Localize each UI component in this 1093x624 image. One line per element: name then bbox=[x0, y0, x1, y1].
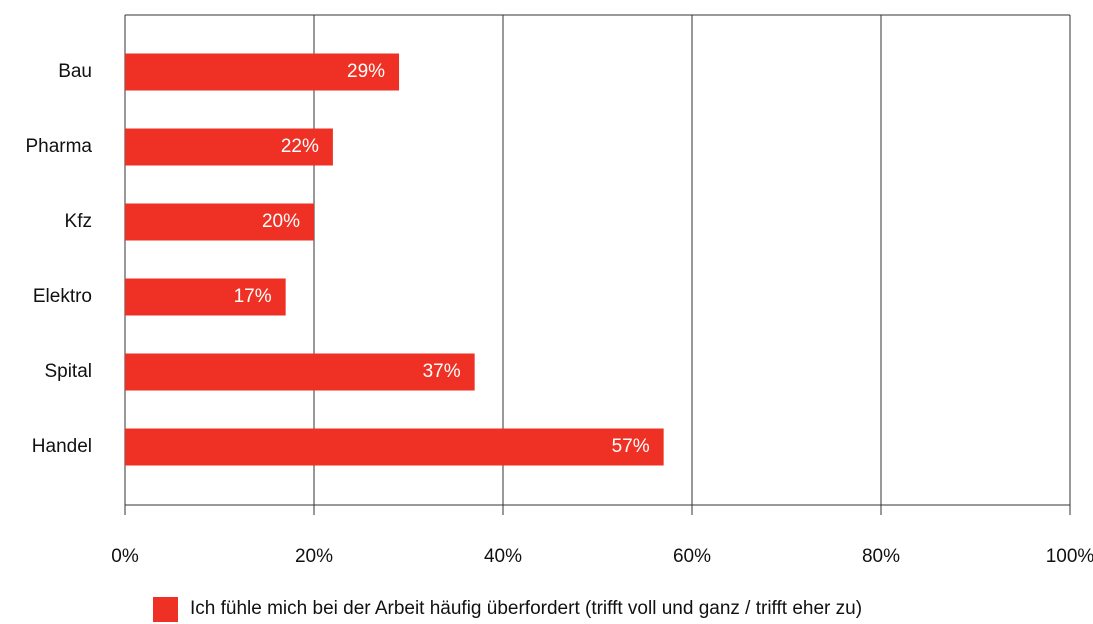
value-label: 37% bbox=[423, 361, 461, 382]
y-tick-label: Spital bbox=[44, 361, 92, 382]
value-label: 22% bbox=[281, 136, 319, 157]
y-tick-label: Bau bbox=[58, 61, 92, 82]
y-tick-label: Elektro bbox=[33, 286, 92, 307]
x-tick-label: 60% bbox=[673, 546, 711, 567]
y-tick-label: Handel bbox=[32, 436, 92, 457]
value-label: 57% bbox=[612, 436, 650, 457]
x-tick-label: 40% bbox=[484, 546, 522, 567]
bar bbox=[125, 353, 475, 391]
bar bbox=[125, 128, 333, 166]
value-label: 17% bbox=[234, 286, 272, 307]
x-tick-label: 80% bbox=[862, 546, 900, 567]
bar bbox=[125, 53, 400, 91]
y-tick-label: Pharma bbox=[25, 136, 92, 157]
legend-label: Ich fühle mich bei der Arbeit häufig übe… bbox=[190, 598, 862, 619]
x-tick-label: 100% bbox=[1046, 546, 1093, 567]
value-label: 29% bbox=[347, 61, 385, 82]
bar bbox=[125, 278, 286, 316]
y-tick-label: Kfz bbox=[65, 211, 92, 232]
value-label: 20% bbox=[262, 211, 300, 232]
bar bbox=[125, 203, 314, 241]
bar bbox=[125, 428, 664, 466]
x-tick-label: 0% bbox=[111, 546, 139, 567]
legend-swatch bbox=[153, 597, 178, 622]
x-tick-label: 20% bbox=[295, 546, 333, 567]
